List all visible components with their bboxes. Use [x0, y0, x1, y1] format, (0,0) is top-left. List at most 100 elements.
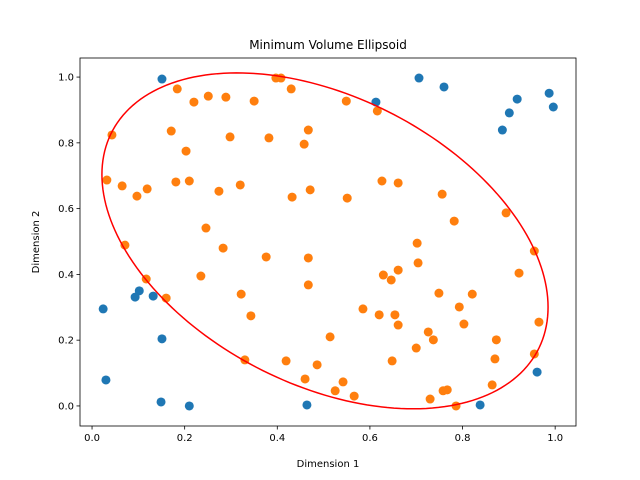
- point-inside: [338, 377, 348, 387]
- x-axis-label: Dimension 1: [297, 459, 360, 470]
- point-inside: [490, 354, 500, 364]
- point-inside: [166, 126, 176, 136]
- point-inside: [102, 175, 112, 185]
- y-tick-label: 0.2: [58, 336, 74, 347]
- point-inside: [235, 180, 245, 190]
- point-inside: [132, 191, 142, 201]
- point-inside: [225, 132, 235, 142]
- point-outside: [532, 367, 542, 377]
- point-inside: [196, 271, 206, 281]
- point-inside: [221, 92, 231, 102]
- point-inside: [387, 356, 397, 366]
- point-inside: [312, 360, 322, 370]
- point-inside: [330, 386, 340, 396]
- point-inside: [393, 320, 403, 330]
- point-inside: [264, 133, 274, 143]
- point-inside: [303, 253, 313, 263]
- point-inside: [214, 186, 224, 196]
- point-inside: [437, 189, 447, 199]
- point-outside: [130, 292, 140, 302]
- point-inside: [246, 311, 256, 321]
- point-inside: [172, 84, 182, 94]
- point-inside: [303, 280, 313, 290]
- point-inside: [378, 270, 388, 280]
- point-inside: [142, 184, 152, 194]
- point-inside: [325, 332, 335, 342]
- point-outside: [98, 304, 108, 314]
- y-tick-label: 0.4: [58, 270, 74, 281]
- point-inside: [120, 240, 130, 250]
- point-outside: [504, 108, 514, 118]
- point-inside: [276, 73, 286, 83]
- point-inside: [412, 238, 422, 248]
- point-inside: [449, 216, 459, 226]
- point-inside: [299, 139, 309, 149]
- ellipse-boundary: [101, 72, 549, 410]
- x-tick-label: 0.0: [84, 433, 100, 444]
- plot-area: 0.0 0.2 0.4 0.6 0.8 1.0 0.0 0.2 0.4 0.6 0.8 1.0: [58, 57, 577, 444]
- point-inside: [467, 289, 477, 299]
- point-inside: [372, 106, 382, 116]
- point-outside: [157, 74, 167, 84]
- point-inside: [281, 356, 291, 366]
- point-inside: [117, 181, 127, 191]
- point-inside: [459, 319, 469, 329]
- point-outside: [184, 401, 194, 411]
- point-inside: [341, 96, 351, 106]
- point-inside: [349, 391, 359, 401]
- point-outside: [548, 102, 558, 112]
- point-inside: [184, 176, 194, 186]
- point-inside: [377, 176, 387, 186]
- point-outside: [148, 291, 158, 301]
- point-inside: [534, 317, 544, 327]
- point-inside: [501, 208, 511, 218]
- point-inside: [218, 243, 228, 253]
- chart-title: Minimum Volume Ellipsoid: [249, 38, 407, 52]
- point-inside: [425, 394, 435, 404]
- x-tick-label: 1.0: [547, 433, 563, 444]
- point-inside: [249, 96, 259, 106]
- point-outside: [302, 400, 312, 410]
- point-inside: [358, 304, 368, 314]
- point-outside: [475, 400, 485, 410]
- point-outside: [544, 88, 554, 98]
- point-inside: [390, 310, 400, 320]
- point-inside: [287, 192, 297, 202]
- point-inside: [374, 310, 384, 320]
- point-inside: [428, 335, 438, 345]
- x-tick-label: 0.6: [362, 433, 378, 444]
- point-outside: [157, 334, 167, 344]
- point-inside: [386, 275, 396, 285]
- point-inside: [236, 289, 246, 299]
- point-inside: [189, 97, 199, 107]
- y-tick-label: 1.0: [58, 73, 74, 84]
- point-inside: [413, 258, 423, 268]
- point-inside: [261, 252, 271, 262]
- y-tick-label: 0.8: [58, 138, 74, 149]
- point-inside: [411, 343, 421, 353]
- point-inside: [487, 380, 497, 390]
- y-tick-label: 0.0: [58, 401, 74, 412]
- point-inside: [286, 84, 296, 94]
- point-inside: [300, 374, 310, 384]
- point-outside: [101, 375, 111, 385]
- point-inside: [181, 146, 191, 156]
- point-inside: [305, 185, 315, 195]
- point-inside: [393, 178, 403, 188]
- point-inside: [514, 268, 524, 278]
- point-inside: [423, 327, 433, 337]
- point-inside: [203, 91, 213, 101]
- x-tick-label: 0.4: [269, 433, 285, 444]
- point-inside: [303, 125, 313, 135]
- x-tick-label: 0.8: [455, 433, 471, 444]
- point-outside: [512, 94, 522, 104]
- point-inside: [442, 385, 452, 395]
- point-outside: [156, 397, 166, 407]
- x-tick-label: 0.2: [177, 433, 193, 444]
- point-inside: [454, 302, 464, 312]
- point-outside: [439, 82, 449, 92]
- point-inside: [201, 223, 211, 233]
- y-tick-label: 0.6: [58, 204, 74, 215]
- point-inside: [342, 193, 352, 203]
